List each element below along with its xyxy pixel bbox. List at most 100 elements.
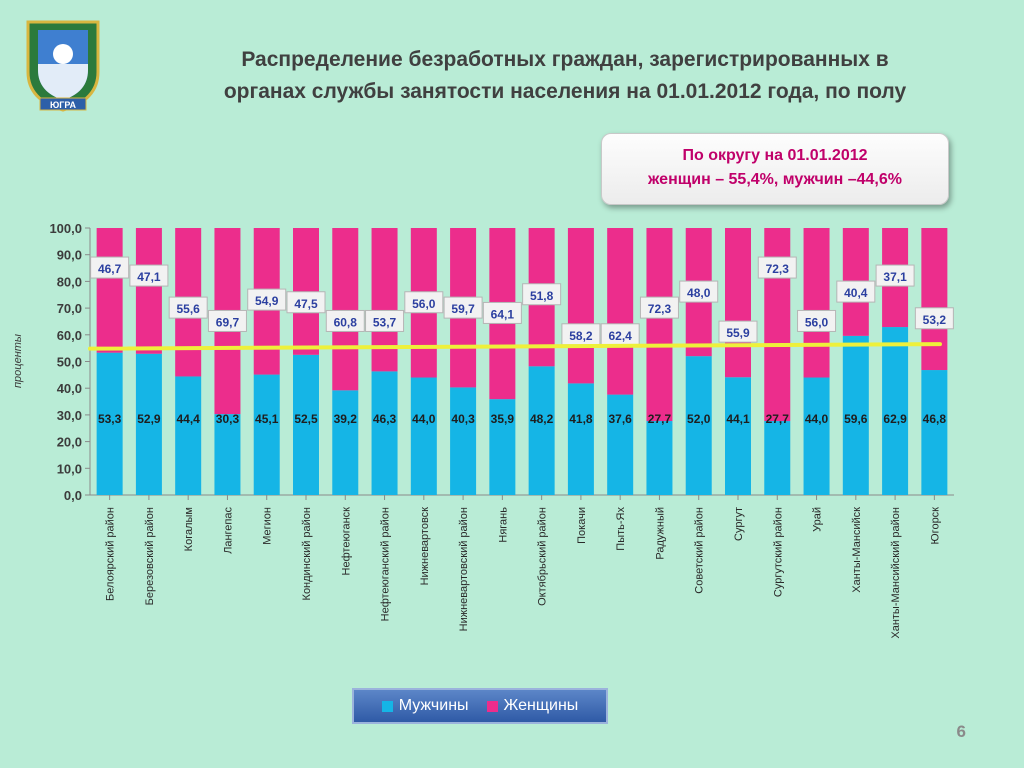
data-label-women: 55,9 [726, 326, 750, 340]
y-tick-label: 0,0 [64, 488, 82, 503]
legend-swatch-women [486, 700, 498, 712]
data-label-women: 47,1 [137, 270, 161, 284]
data-label-men: 41,8 [569, 412, 593, 426]
data-label-women: 55,6 [177, 302, 201, 316]
bar-men [293, 354, 319, 495]
x-category-label: Югорск [929, 507, 941, 545]
bar-men [332, 390, 359, 495]
bar-women [921, 228, 948, 371]
data-label-men: 52,5 [294, 412, 318, 426]
data-label-men: 44,0 [412, 412, 436, 426]
bar-men [135, 353, 162, 495]
bar-women [96, 228, 123, 353]
y-tick-label: 60,0 [57, 328, 82, 343]
x-category-label: Сургутский район [772, 507, 784, 597]
x-category-label: Октябрьский район [537, 507, 549, 606]
data-label-women: 72,3 [766, 262, 790, 276]
bar-men [685, 356, 712, 495]
summary-callout: По округу на 01.01.2012 женщин – 55,4%, … [601, 133, 949, 205]
y-tick-label: 40,0 [57, 381, 82, 396]
bar-women [725, 228, 751, 378]
data-label-men: 44,1 [726, 412, 750, 426]
title-line-2: органах службы занятости населения на 01… [223, 80, 907, 103]
data-label-men: 46,3 [373, 412, 397, 426]
data-label-men: 44,4 [177, 412, 201, 426]
data-label-women-box [365, 309, 405, 332]
data-label-men: 27,7 [766, 412, 790, 426]
data-label-men: 52,9 [137, 412, 161, 426]
data-label-women-box [325, 309, 365, 332]
page-title: Распределение безработных граждан, зарег… [130, 44, 1000, 108]
data-label-women-box [797, 309, 837, 332]
x-category-label: Нефтеюганск [340, 507, 352, 576]
data-label-women: 64,1 [491, 307, 515, 321]
bar-men [646, 421, 673, 495]
data-label-men: 40,3 [451, 412, 475, 426]
x-category-label: Березовский район [144, 507, 156, 605]
bar-men [607, 394, 634, 495]
data-label-women: 53,7 [373, 315, 397, 329]
x-category-label: Нягань [497, 507, 509, 543]
callout-line-1: По округу на 01.01.2012 [682, 147, 868, 164]
data-label-women-box [679, 280, 719, 303]
data-label-women-box [404, 291, 444, 314]
bar-men [410, 377, 437, 495]
data-label-men: 44,0 [805, 412, 829, 426]
bar-women [135, 228, 162, 354]
data-label-women-box [875, 264, 915, 287]
y-axis-title: проценты [12, 334, 24, 388]
legend-item-women: Женщины [486, 697, 579, 715]
data-label-women-box [914, 307, 954, 330]
data-label-women-box [836, 280, 876, 303]
x-category-label: Нижневартовский район [458, 507, 470, 631]
data-label-men: 46,8 [923, 412, 947, 426]
data-label-women-box [168, 296, 208, 319]
bar-men [371, 371, 398, 495]
coat-of-arms-emblem: ЮГРА [26, 20, 100, 112]
legend-swatch-men [381, 700, 393, 712]
data-label-men: 48,2 [530, 412, 554, 426]
data-label-women-box [482, 301, 522, 324]
x-category-label: Радужный [654, 507, 666, 560]
bar-women [646, 228, 673, 422]
legend-item-men: Мужчины [381, 697, 469, 715]
x-category-label: Нижневартовск [419, 507, 431, 586]
x-category-label: Белоярский район [105, 507, 117, 601]
y-tick-label: 70,0 [57, 301, 82, 316]
data-label-men: 27,7 [648, 412, 672, 426]
bar-men [803, 377, 830, 495]
y-tick-label: 20,0 [57, 435, 82, 450]
data-label-women: 62,4 [609, 329, 633, 343]
bar-women [607, 228, 634, 395]
data-label-women: 47,5 [294, 297, 318, 311]
y-tick-label: 50,0 [57, 355, 82, 370]
x-category-label: Сургут [733, 507, 745, 541]
x-category-label: Урай [812, 507, 824, 532]
x-category-label: Ханты-Мансийск [851, 507, 863, 593]
y-tick-label: 80,0 [57, 274, 82, 289]
chart-legend: Мужчины Женщины [352, 688, 608, 724]
data-label-women: 37,1 [883, 270, 907, 284]
data-label-women-box [90, 256, 130, 279]
data-label-women-box [443, 296, 483, 319]
data-label-women: 69,7 [216, 315, 240, 329]
legend-label-women: Женщины [503, 697, 579, 714]
bar-women [803, 228, 830, 378]
data-label-men: 62,9 [883, 412, 907, 426]
callout-line-2: женщин – 55,4%, мужчин –44,6% [648, 171, 902, 188]
y-tick-label: 30,0 [57, 408, 82, 423]
data-label-women-box [286, 291, 326, 314]
data-label-women-box [639, 296, 679, 319]
x-category-label: Ханты-Мансийский район [890, 507, 902, 639]
bar-men [253, 374, 280, 495]
x-category-label: Пыть-Ях [615, 507, 627, 551]
data-label-women: 60,8 [334, 315, 358, 329]
data-label-women: 40,4 [844, 286, 868, 300]
x-category-label: Советский район [694, 507, 706, 594]
x-category-label: Покачи [576, 507, 588, 544]
x-category-label: Когалым [183, 507, 195, 551]
bar-men [528, 366, 555, 495]
bar-men [567, 383, 594, 495]
x-category-label: Нефтеюганский район [380, 507, 392, 621]
data-label-women-box [522, 283, 562, 306]
